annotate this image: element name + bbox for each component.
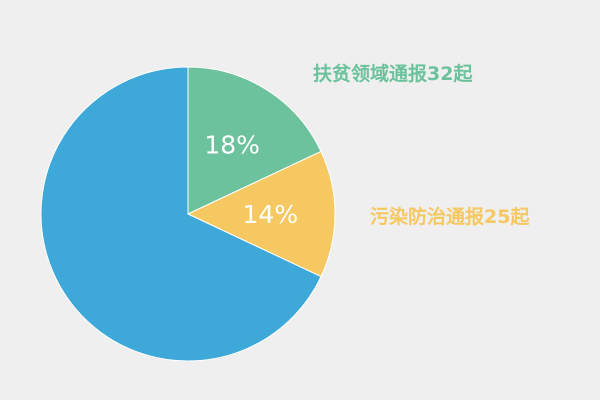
data-label-0: 18% [204,130,260,159]
pie-slice-1 [186,150,336,278]
pie-slice-0 [187,66,322,215]
annotation-pollution-control: 污染防治通报25起 [370,206,530,228]
data-label-1: 14% [243,200,299,229]
pie-slice-2 [40,66,322,362]
annotation-poverty-alleviation: 扶贫领域通报32起 [313,63,473,85]
